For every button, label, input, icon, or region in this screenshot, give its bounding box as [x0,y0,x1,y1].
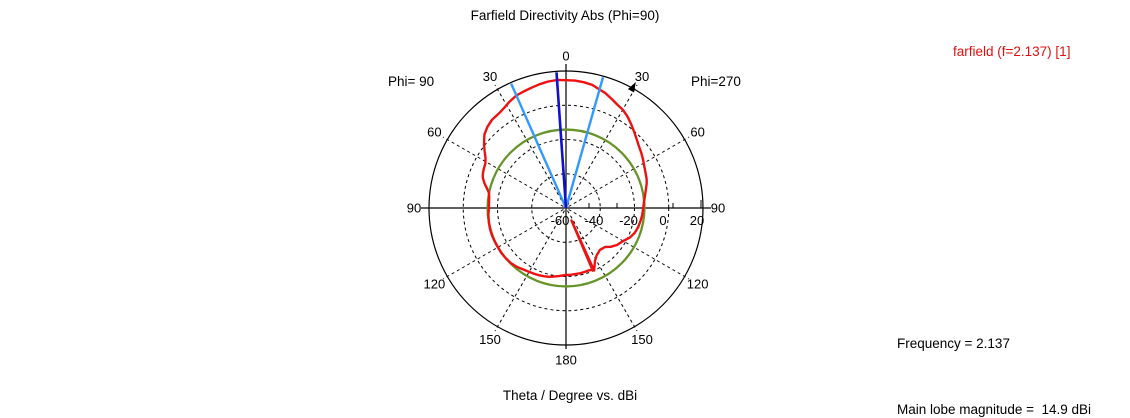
axis-caption: Theta / Degree vs. dBi [502,388,638,403]
stats-block: Frequency = 2.137 Main lobe magnitude = … [897,289,1099,418]
angular-width-line [564,76,605,209]
theta-tick-label: 180 [555,353,577,368]
db-tick-label: 20 [690,213,704,228]
theta-tick-label: 150 [479,332,501,347]
radial-grid-line [494,210,565,332]
stats-line-frequency: Frequency = 2.137 [897,336,1010,351]
theta-tick-label: 90 [407,201,421,216]
plot-title: Farfield Directivity Abs (Phi=90) [470,8,660,23]
db-tick-label: -40 [585,213,604,228]
theta-tick-label: 120 [424,277,446,292]
angular-width-line [510,83,568,209]
theta-tick-label: 90 [711,201,725,216]
db-tick-label: -60 [551,213,570,228]
theta-tick-label: 120 [687,277,709,292]
radial-grid-line [442,136,564,207]
theta-tick-label: 150 [631,332,653,347]
theta-direction-arrow [627,82,636,93]
theta-tick-label: 60 [427,125,441,140]
radial-grid-line [442,209,564,280]
db-tick-label: 0 [659,213,666,228]
phi-left-label: Phi= 90 [388,74,435,89]
farfield-curve [481,78,648,278]
theta-tick-label: 0 [562,49,569,64]
phi-right-label: Phi=270 [691,74,741,89]
legend-entry: farfield (f=2.137) [1] [953,44,1071,59]
radial-grid-line [568,136,690,207]
theta-tick-label: 60 [690,125,704,140]
side-lobe-circle [486,128,646,288]
stats-line-main-lobe-magnitude: Main lobe magnitude = 14.9 dBi [897,402,1092,417]
theta-tick-label: 30 [483,69,497,84]
main-lobe-direction-line [555,72,568,209]
radial-grid-line [567,210,638,332]
radial-grid-line [568,209,690,280]
db-tick-label: -20 [619,213,638,228]
theta-tick-label: 30 [635,69,649,84]
radial-grid-line [567,84,638,206]
